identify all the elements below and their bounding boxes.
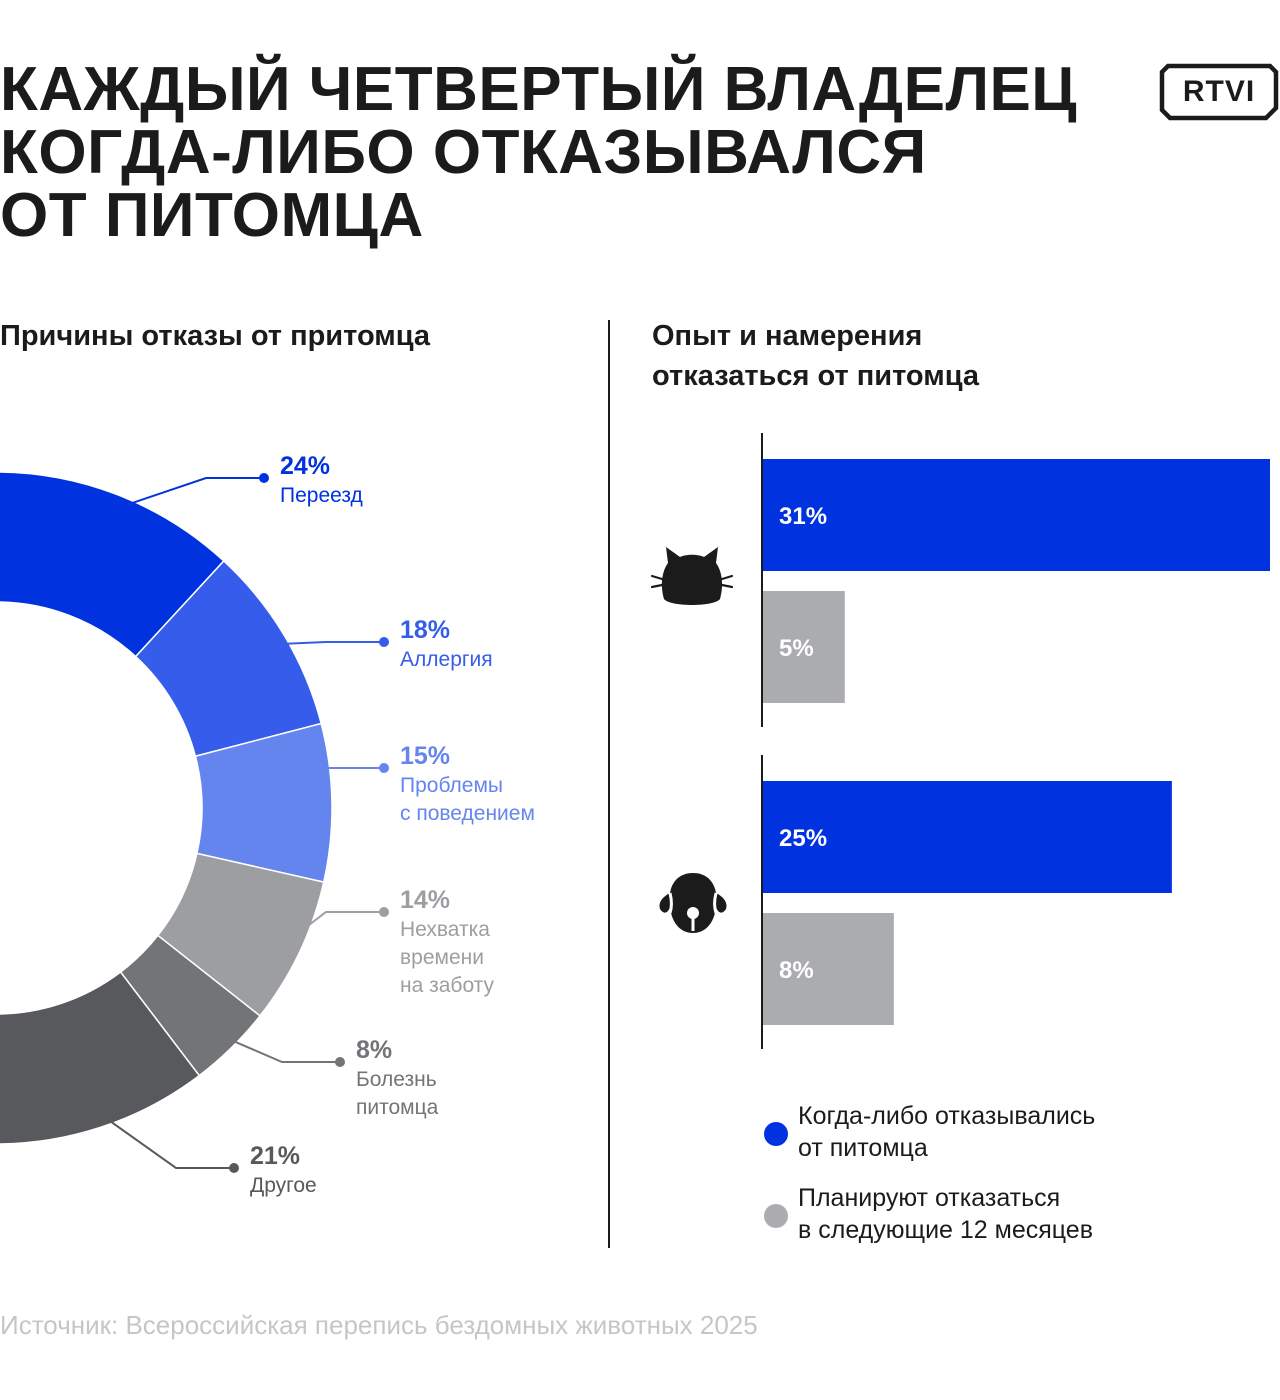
donut-chart: 24% Переезд 18% Аллергия 15% Проблемы с поведе…: [0, 452, 535, 1197]
bar: [763, 459, 1270, 571]
dog-icon: [659, 873, 727, 933]
slice-value-label: 15%: [400, 742, 450, 770]
leader-dot: [379, 763, 389, 773]
leader-line: [313, 767, 384, 804]
bar: [763, 591, 845, 703]
bar-chart: 31% 5% 25% 8%: [650, 433, 1270, 1049]
slice-category-label: Нехватка времени на заботу: [400, 918, 495, 997]
slice-category-label: Проблемы с поведением: [400, 774, 535, 825]
leader-dot: [379, 637, 389, 647]
legend-label-line: от питомца: [798, 1134, 928, 1162]
slice-value-label: 18%: [400, 616, 450, 644]
bar-chart-legend: Когда-либо отказывались от питомца Планиру…: [760, 1100, 1260, 1264]
leader-line: [282, 911, 384, 946]
rtvi-logo: RTVI: [1158, 62, 1280, 122]
bar-value-label: 8%: [779, 957, 814, 984]
legend-label: Планируют отказаться в следующие 12 месяц…: [798, 1182, 1260, 1246]
bar-title-line: Опыт и намерения: [652, 320, 923, 352]
slice-value-label: 21%: [250, 1142, 300, 1170]
title-line: КАЖДЫЙ ЧЕТВЕРТЫЙ ВЛАДЕЛЕЦ: [0, 55, 1078, 124]
slice-category-label: Переезд: [280, 484, 363, 507]
bar: [763, 781, 1172, 893]
donut-title-line: Причины отказы от притомца: [0, 320, 431, 352]
bar-value-label: 5%: [779, 635, 814, 662]
leader-dot: [379, 907, 389, 917]
title-line: КОГДА-ЛИБО ОТКАЗЫВАЛСЯ: [0, 118, 927, 187]
leader-line: [94, 1109, 234, 1169]
leader-dot: [259, 473, 269, 483]
leader-line: [108, 477, 264, 512]
legend-label: Когда-либо отказывались от питомца: [798, 1100, 1260, 1164]
logo-text: RTVI: [1182, 75, 1256, 108]
logo-frame: [1159, 63, 1279, 121]
slice-value-label: 14%: [400, 886, 450, 914]
legend-swatch: [764, 1204, 788, 1228]
cat-icon: [650, 547, 734, 605]
slice-category-label: Другое: [250, 1174, 317, 1197]
source-note: Источник: Всероссийская перепись бездомн…: [0, 1310, 758, 1340]
leader-dot: [229, 1163, 239, 1173]
slice-value-label: 24%: [280, 452, 330, 480]
bar-chart-title: Опыт и намерения отказаться от питомца: [652, 316, 979, 396]
leader-dot: [335, 1057, 345, 1067]
title-line: ОТ ПИТОМЦА: [0, 181, 424, 250]
page-title: КАЖДЫЙ ЧЕТВЕРТЫЙ ВЛАДЕЛЕЦ КОГДА-ЛИБО ОТК…: [0, 58, 1120, 247]
leader-line: [218, 1033, 340, 1063]
donut-chart-title: Причины отказы от притомца: [0, 316, 430, 356]
bar-value-label: 25%: [779, 825, 827, 852]
legend-label-line: Когда-либо отказывались: [798, 1102, 1096, 1130]
legend-label-line: в следующие 12 месяцев: [798, 1216, 1093, 1244]
legend-swatch: [764, 1122, 788, 1146]
legend-item: Планируют отказаться в следующие 12 месяц…: [760, 1182, 1260, 1246]
bar: [763, 913, 894, 1025]
column-divider: [608, 320, 610, 1248]
slice-category-label: Болезнь питомца: [356, 1068, 439, 1119]
bar-title-line: отказаться от питомца: [652, 360, 980, 392]
bar-value-label: 31%: [779, 503, 827, 530]
slice-value-label: 8%: [356, 1036, 392, 1064]
legend-label-line: Планируют отказаться: [798, 1184, 1061, 1212]
leader-line: [268, 641, 384, 646]
donut-slice: [0, 970, 201, 1145]
legend-item: Когда-либо отказывались от питомца: [760, 1100, 1260, 1164]
slice-category-label: Аллергия: [400, 648, 493, 671]
